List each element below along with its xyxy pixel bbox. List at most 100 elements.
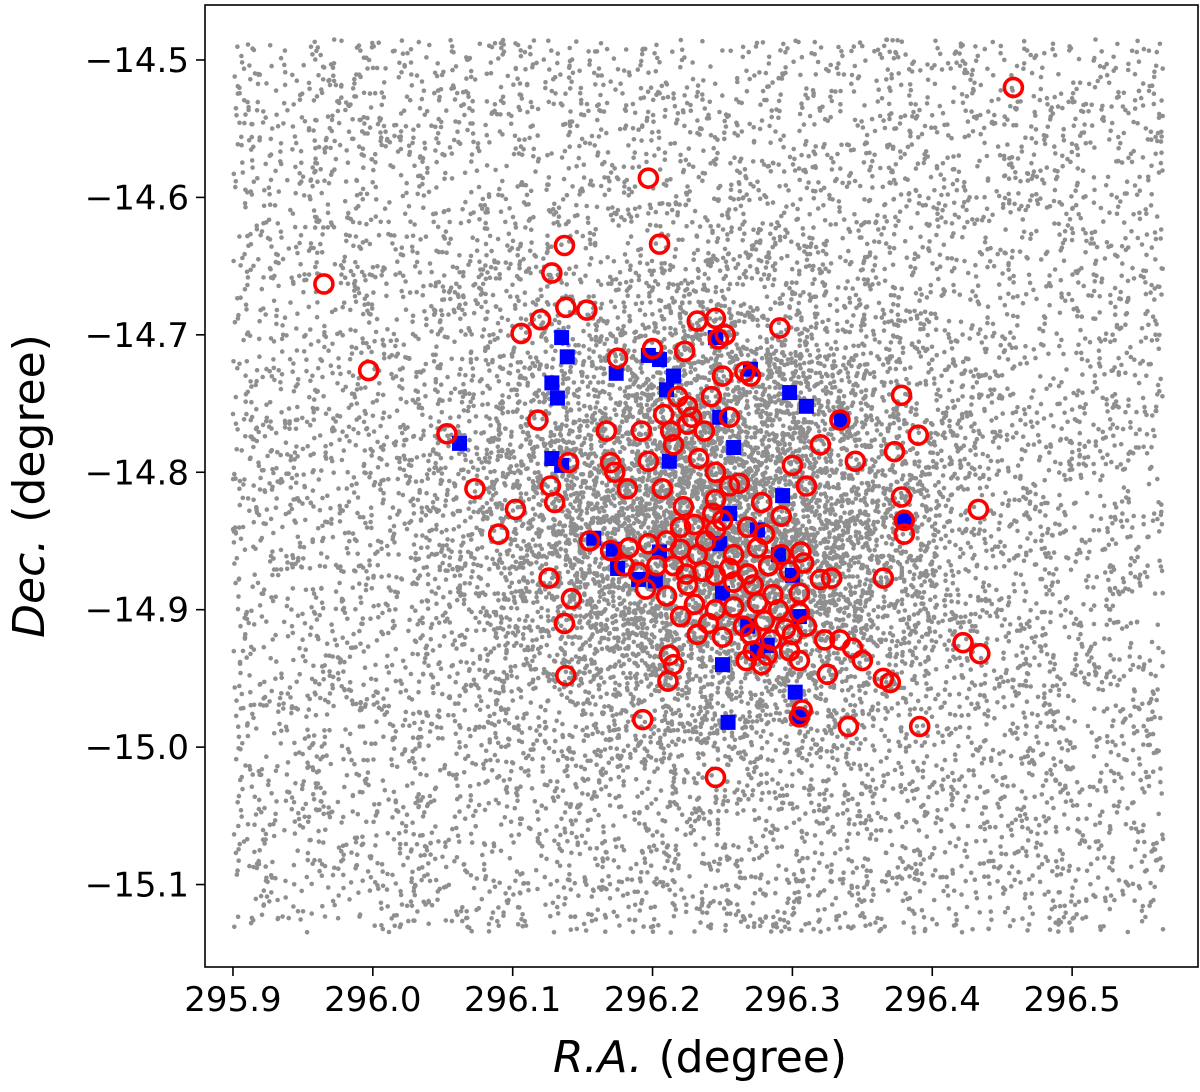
field-star-point <box>486 929 492 934</box>
field-star-point <box>819 851 825 857</box>
field-star-point <box>350 585 356 590</box>
field-star-point <box>487 368 492 373</box>
field-star-point <box>277 695 283 701</box>
field-star-point <box>913 412 918 418</box>
field-star-point <box>864 826 870 832</box>
field-star-point <box>1013 175 1018 181</box>
field-star-point <box>776 98 782 104</box>
field-star-point <box>907 82 913 87</box>
field-star-point <box>304 368 309 374</box>
field-star-point <box>233 713 239 719</box>
field-star-point <box>870 887 876 892</box>
field-star-point <box>441 234 446 239</box>
field-star-point <box>1091 200 1097 205</box>
field-star-point <box>349 757 354 763</box>
field-star-point <box>360 311 366 317</box>
field-star-point <box>790 202 796 207</box>
field-star-point <box>1011 677 1016 683</box>
field-star-point <box>989 98 994 104</box>
field-star-point <box>954 917 959 923</box>
field-star-point <box>651 917 657 922</box>
field-star-point <box>267 699 272 704</box>
field-star-point <box>720 93 725 98</box>
field-star-point <box>450 538 455 543</box>
field-star-point <box>736 908 741 914</box>
field-star-point <box>935 815 940 820</box>
field-star-point <box>1153 151 1158 157</box>
field-star-point <box>371 819 376 825</box>
field-star-point <box>285 691 291 696</box>
field-star-point <box>264 402 269 408</box>
field-star-point <box>380 869 386 874</box>
field-star-point <box>830 824 835 830</box>
field-star-point <box>761 272 767 277</box>
field-star-point <box>307 632 313 638</box>
field-star-point <box>507 442 513 447</box>
field-star-point <box>564 282 570 287</box>
field-star-point <box>301 334 307 339</box>
field-star-point <box>373 184 379 190</box>
field-star-point <box>318 167 324 172</box>
field-star-point <box>940 161 946 166</box>
field-star-point <box>960 332 965 337</box>
field-star-point <box>908 264 913 270</box>
field-star-point <box>712 81 718 87</box>
field-star-point <box>862 103 867 108</box>
field-star-point <box>412 766 418 771</box>
field-star-point <box>935 807 940 813</box>
field-star-point <box>410 140 415 146</box>
field-star-point <box>804 831 810 837</box>
field-star-point <box>962 179 967 185</box>
field-star-point <box>291 361 296 366</box>
field-star-point <box>375 264 380 269</box>
field-star-point <box>870 268 876 273</box>
field-star-point <box>1135 38 1140 44</box>
field-star-point <box>364 525 370 530</box>
field-star-point <box>248 231 253 237</box>
field-star-point <box>325 202 331 207</box>
field-star-point <box>234 447 239 452</box>
field-star-point <box>390 815 395 820</box>
field-star-point <box>855 884 860 890</box>
field-star-point <box>1110 855 1116 861</box>
field-star-point <box>964 517 970 522</box>
field-star-point <box>706 819 712 825</box>
field-star-point <box>972 221 977 226</box>
field-star-point <box>951 85 957 90</box>
field-star-point <box>852 178 858 184</box>
field-star-point <box>701 148 706 153</box>
field-star-point <box>716 808 721 814</box>
field-star-point <box>1071 390 1076 396</box>
field-star-point <box>427 878 433 884</box>
field-star-point <box>798 366 803 371</box>
field-star-point <box>630 929 636 935</box>
field-star-point <box>684 902 689 907</box>
field-star-point <box>725 798 731 804</box>
field-star-point <box>542 719 548 725</box>
field-star-point <box>763 70 769 76</box>
field-star-point <box>1045 858 1050 864</box>
field-star-point <box>477 259 482 265</box>
field-star-point <box>689 811 695 816</box>
field-star-point <box>231 258 236 264</box>
field-star-point <box>471 139 476 145</box>
field-star-point <box>1109 104 1114 109</box>
field-star-point <box>919 907 925 913</box>
field-star-point <box>298 262 303 267</box>
field-star-point <box>251 179 257 184</box>
field-star-point <box>990 334 995 339</box>
field-star-point <box>1017 476 1023 481</box>
field-star-point <box>735 281 740 287</box>
field-star-point <box>789 266 795 272</box>
field-star-point <box>797 817 802 822</box>
field-star-point <box>749 246 755 252</box>
field-star-point <box>744 68 749 74</box>
field-star-point <box>1054 331 1059 336</box>
field-star-point <box>689 279 695 285</box>
field-star-point <box>443 503 448 509</box>
field-star-point <box>649 130 655 135</box>
field-star-point <box>1050 41 1056 47</box>
field-star-point <box>357 912 363 917</box>
field-star-point <box>655 55 660 61</box>
field-star-point <box>428 852 433 857</box>
